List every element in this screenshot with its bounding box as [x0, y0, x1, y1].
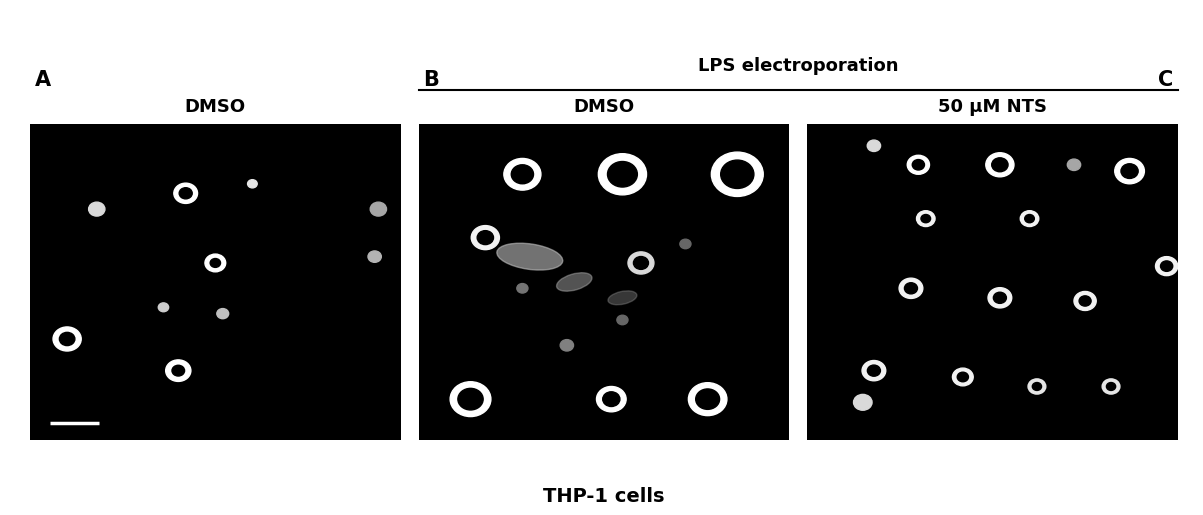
Circle shape	[1032, 383, 1042, 390]
Circle shape	[680, 239, 691, 249]
Circle shape	[907, 156, 930, 174]
Circle shape	[1107, 383, 1115, 390]
Circle shape	[1079, 296, 1091, 306]
Circle shape	[172, 365, 184, 376]
Circle shape	[1161, 261, 1173, 271]
Circle shape	[371, 202, 386, 216]
Circle shape	[628, 252, 654, 274]
Circle shape	[854, 394, 872, 410]
Circle shape	[905, 283, 918, 294]
Circle shape	[561, 339, 574, 351]
Circle shape	[912, 160, 924, 170]
Circle shape	[1156, 256, 1178, 276]
Circle shape	[179, 187, 192, 199]
Circle shape	[1102, 379, 1120, 394]
Circle shape	[863, 360, 885, 381]
Circle shape	[159, 303, 168, 312]
Circle shape	[211, 259, 220, 267]
Text: 50 μM NTS: 50 μM NTS	[938, 98, 1047, 116]
Circle shape	[899, 278, 923, 298]
Circle shape	[988, 288, 1012, 308]
Text: A: A	[35, 70, 51, 90]
Text: DMSO: DMSO	[574, 98, 634, 116]
Text: LPS electroporation: LPS electroporation	[698, 57, 899, 75]
Circle shape	[1067, 159, 1080, 170]
Circle shape	[598, 153, 646, 195]
Circle shape	[1074, 291, 1096, 311]
Text: THP-1 cells: THP-1 cells	[544, 487, 664, 506]
Ellipse shape	[557, 273, 592, 291]
Circle shape	[450, 382, 491, 417]
Circle shape	[368, 251, 381, 262]
Circle shape	[991, 158, 1008, 172]
Circle shape	[1020, 211, 1039, 227]
Text: C: C	[1157, 70, 1173, 90]
Circle shape	[458, 388, 484, 410]
Circle shape	[994, 292, 1007, 303]
Circle shape	[617, 315, 628, 325]
Circle shape	[711, 152, 763, 196]
Circle shape	[721, 160, 754, 188]
Circle shape	[953, 368, 973, 386]
Circle shape	[1121, 164, 1138, 179]
Circle shape	[511, 165, 533, 184]
Circle shape	[248, 180, 257, 188]
Circle shape	[517, 284, 528, 293]
Circle shape	[89, 202, 105, 216]
Circle shape	[597, 386, 626, 412]
Circle shape	[1029, 379, 1045, 394]
Circle shape	[603, 392, 620, 406]
Text: B: B	[423, 70, 439, 90]
Circle shape	[688, 383, 727, 416]
Circle shape	[205, 254, 226, 272]
Circle shape	[867, 365, 881, 376]
Circle shape	[504, 159, 541, 190]
Circle shape	[478, 231, 493, 245]
Circle shape	[608, 162, 638, 187]
Circle shape	[1025, 215, 1035, 222]
Circle shape	[985, 153, 1014, 177]
Circle shape	[174, 183, 197, 203]
Circle shape	[867, 140, 881, 151]
Circle shape	[59, 332, 75, 346]
Circle shape	[1115, 159, 1144, 184]
Circle shape	[695, 389, 719, 409]
Circle shape	[958, 372, 968, 382]
Circle shape	[921, 215, 931, 222]
Ellipse shape	[608, 291, 636, 305]
Circle shape	[166, 360, 191, 382]
Circle shape	[634, 256, 648, 269]
Text: DMSO: DMSO	[185, 98, 245, 116]
Ellipse shape	[497, 243, 563, 270]
Circle shape	[472, 226, 499, 250]
Circle shape	[917, 211, 935, 227]
Circle shape	[217, 308, 229, 319]
Circle shape	[53, 327, 82, 351]
